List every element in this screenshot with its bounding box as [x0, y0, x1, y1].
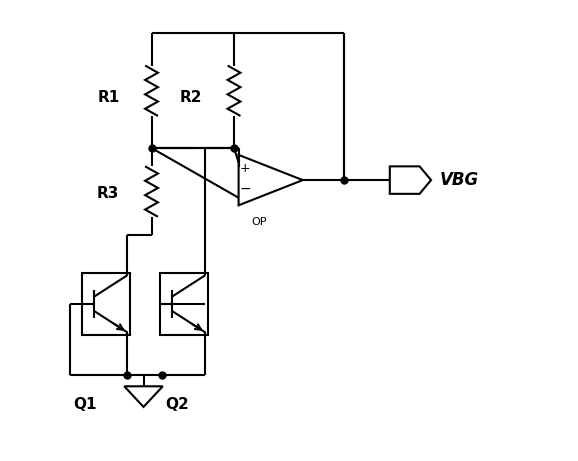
Text: R3: R3 — [97, 186, 120, 201]
Text: VBG: VBG — [440, 171, 479, 189]
Text: R1: R1 — [97, 90, 120, 105]
Bar — [160, 273, 208, 335]
Text: −: − — [239, 182, 251, 196]
Text: +: + — [240, 162, 250, 175]
Text: Q1: Q1 — [73, 397, 97, 412]
Text: Q2: Q2 — [165, 397, 188, 412]
Text: R2: R2 — [179, 90, 202, 105]
Text: OP: OP — [251, 217, 267, 227]
Bar — [81, 273, 130, 335]
